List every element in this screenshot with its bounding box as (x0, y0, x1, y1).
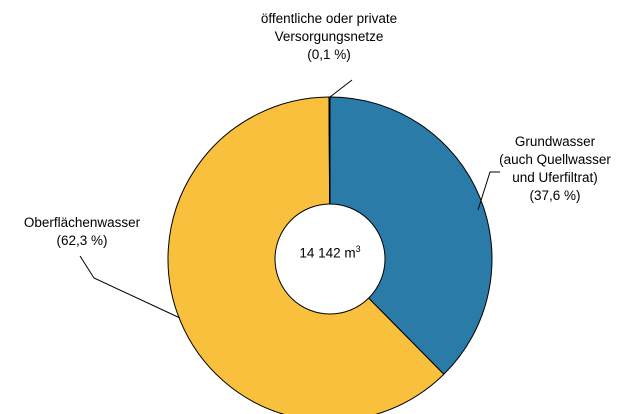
label-versorgungsnetze-line2: Versorgungsnetze (274, 29, 384, 44)
leader-versorgungsnetze (329, 79, 353, 98)
label-versorgungsnetze-value: (0,1 %) (307, 47, 351, 62)
label-oberflaechenwasser-value: (62,3 %) (56, 233, 108, 248)
slice-grundwasser (329, 96, 493, 375)
label-grundwasser: Grundwasser (auch Quellwasser und Uferfi… (480, 133, 630, 205)
center-total-value: 14 142 m (299, 245, 356, 261)
label-versorgungsnetze: öffentliche oder private Versorgungsnetz… (219, 10, 439, 64)
label-grundwasser-line1: Grundwasser (514, 134, 596, 149)
label-oberflaechenwasser: Oberflächenwasser (62,3 %) (2, 214, 162, 250)
label-grundwasser-line2: (auch Quellwasser (499, 152, 611, 167)
slice-versorgungsnetze (328, 96, 331, 260)
label-grundwasser-value: (37,6 %) (529, 188, 581, 203)
label-grundwasser-line3: und Uferfiltrat) (512, 170, 598, 185)
donut-hole (274, 203, 386, 315)
center-total-label: 14 142 m3 (270, 244, 390, 261)
leader-lines (79, 79, 500, 319)
leader-grundwasser (477, 171, 500, 211)
leader-oberflaechenwasser (79, 255, 181, 319)
label-oberflaechenwasser-line1: Oberflächenwasser (23, 215, 141, 230)
center-total-unit-exponent: 3 (355, 244, 361, 254)
label-versorgungsnetze-line1: öffentliche oder private (260, 11, 398, 26)
